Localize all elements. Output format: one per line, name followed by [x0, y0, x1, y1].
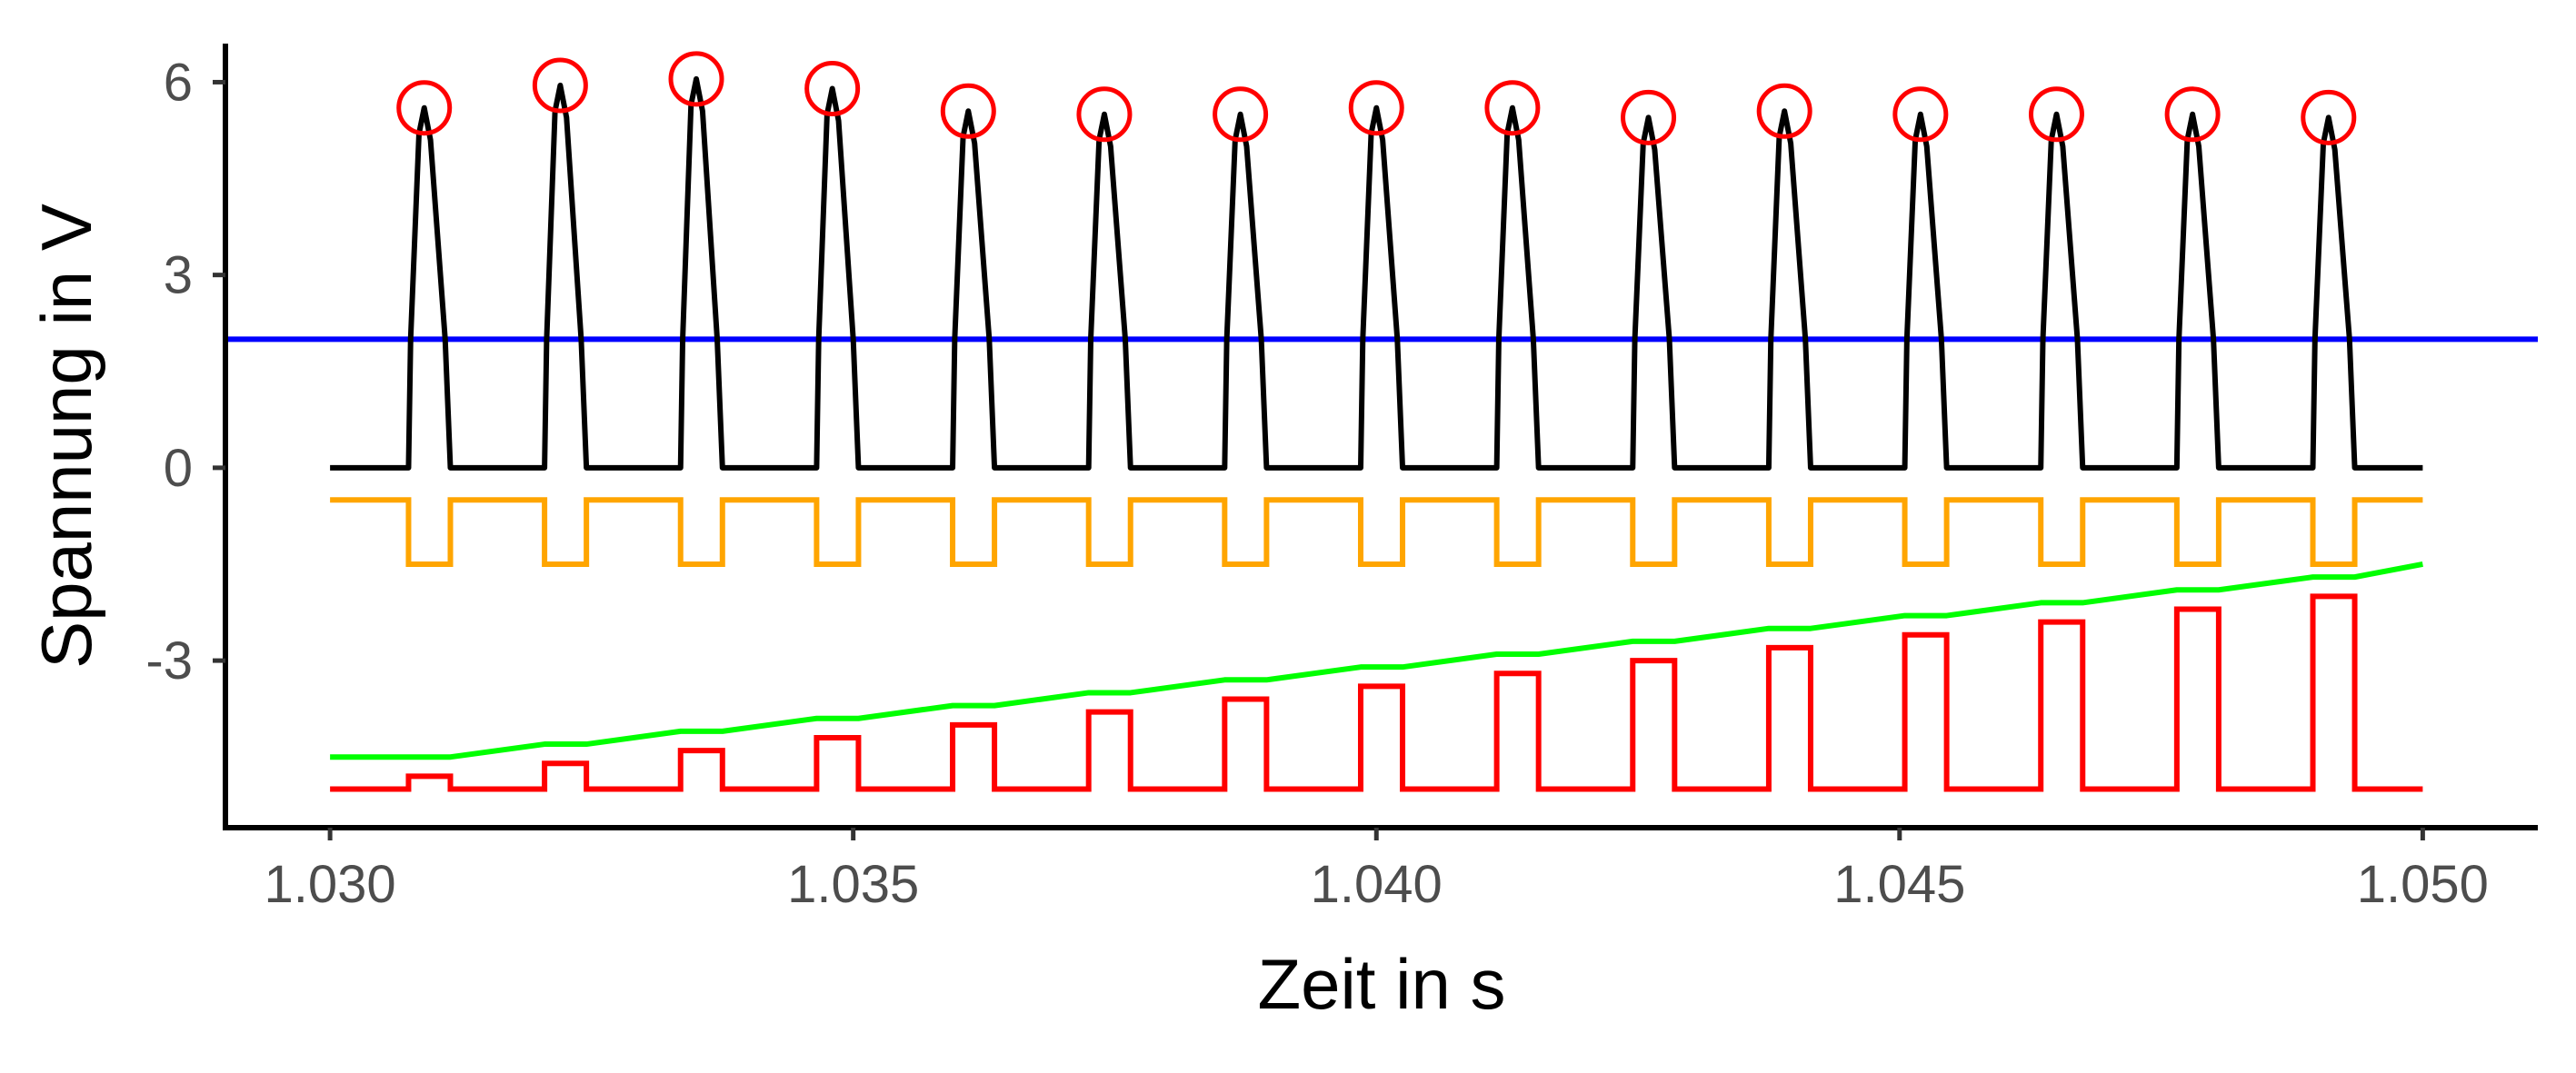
y-tick-label: -3 [145, 631, 193, 690]
plot-area [225, 75, 2538, 792]
y-tick-label: 6 [164, 53, 193, 112]
peak-markers [396, 51, 2357, 145]
series-line-red [330, 593, 2423, 792]
peak-marker-8 [1348, 80, 1404, 136]
peak-marker-3 [668, 51, 724, 107]
series-line-green [330, 561, 2423, 760]
x-tick-label: 1.050 [2357, 855, 2489, 914]
peak-marker-10 [1621, 89, 1677, 145]
x-tick-label: 1.045 [1833, 855, 1965, 914]
peak-marker-14 [2164, 86, 2221, 143]
peak-marker-1 [396, 80, 453, 136]
series-line-black [330, 75, 2423, 471]
peak-marker-9 [1484, 80, 1541, 136]
peak-marker-11 [1756, 83, 1812, 139]
peak-marker-7 [1213, 86, 1269, 143]
peak-marker-5 [940, 83, 996, 139]
peak-marker-12 [1892, 86, 1949, 143]
x-tick-label: 1.035 [787, 855, 919, 914]
ticks: 1.030 1.035 1.040 1.045 1.050 6 3 0 -3 [145, 53, 2489, 914]
y-tick-label: 3 [164, 246, 193, 305]
y-tick-label: 0 [164, 439, 193, 498]
peak-marker-13 [2028, 86, 2084, 143]
peak-marker-4 [804, 61, 861, 117]
axes [223, 44, 2538, 830]
peak-marker-15 [2301, 89, 2357, 145]
x-tick-label: 1.040 [1311, 855, 1443, 914]
y-axis-title: Spannung in V [26, 204, 106, 669]
x-axis-title: Zeit in s [1257, 944, 1505, 1024]
x-tick-label: 1.030 [265, 855, 396, 914]
series-line-orange [330, 497, 2423, 567]
peak-marker-2 [532, 57, 588, 114]
peak-marker-6 [1076, 86, 1133, 143]
